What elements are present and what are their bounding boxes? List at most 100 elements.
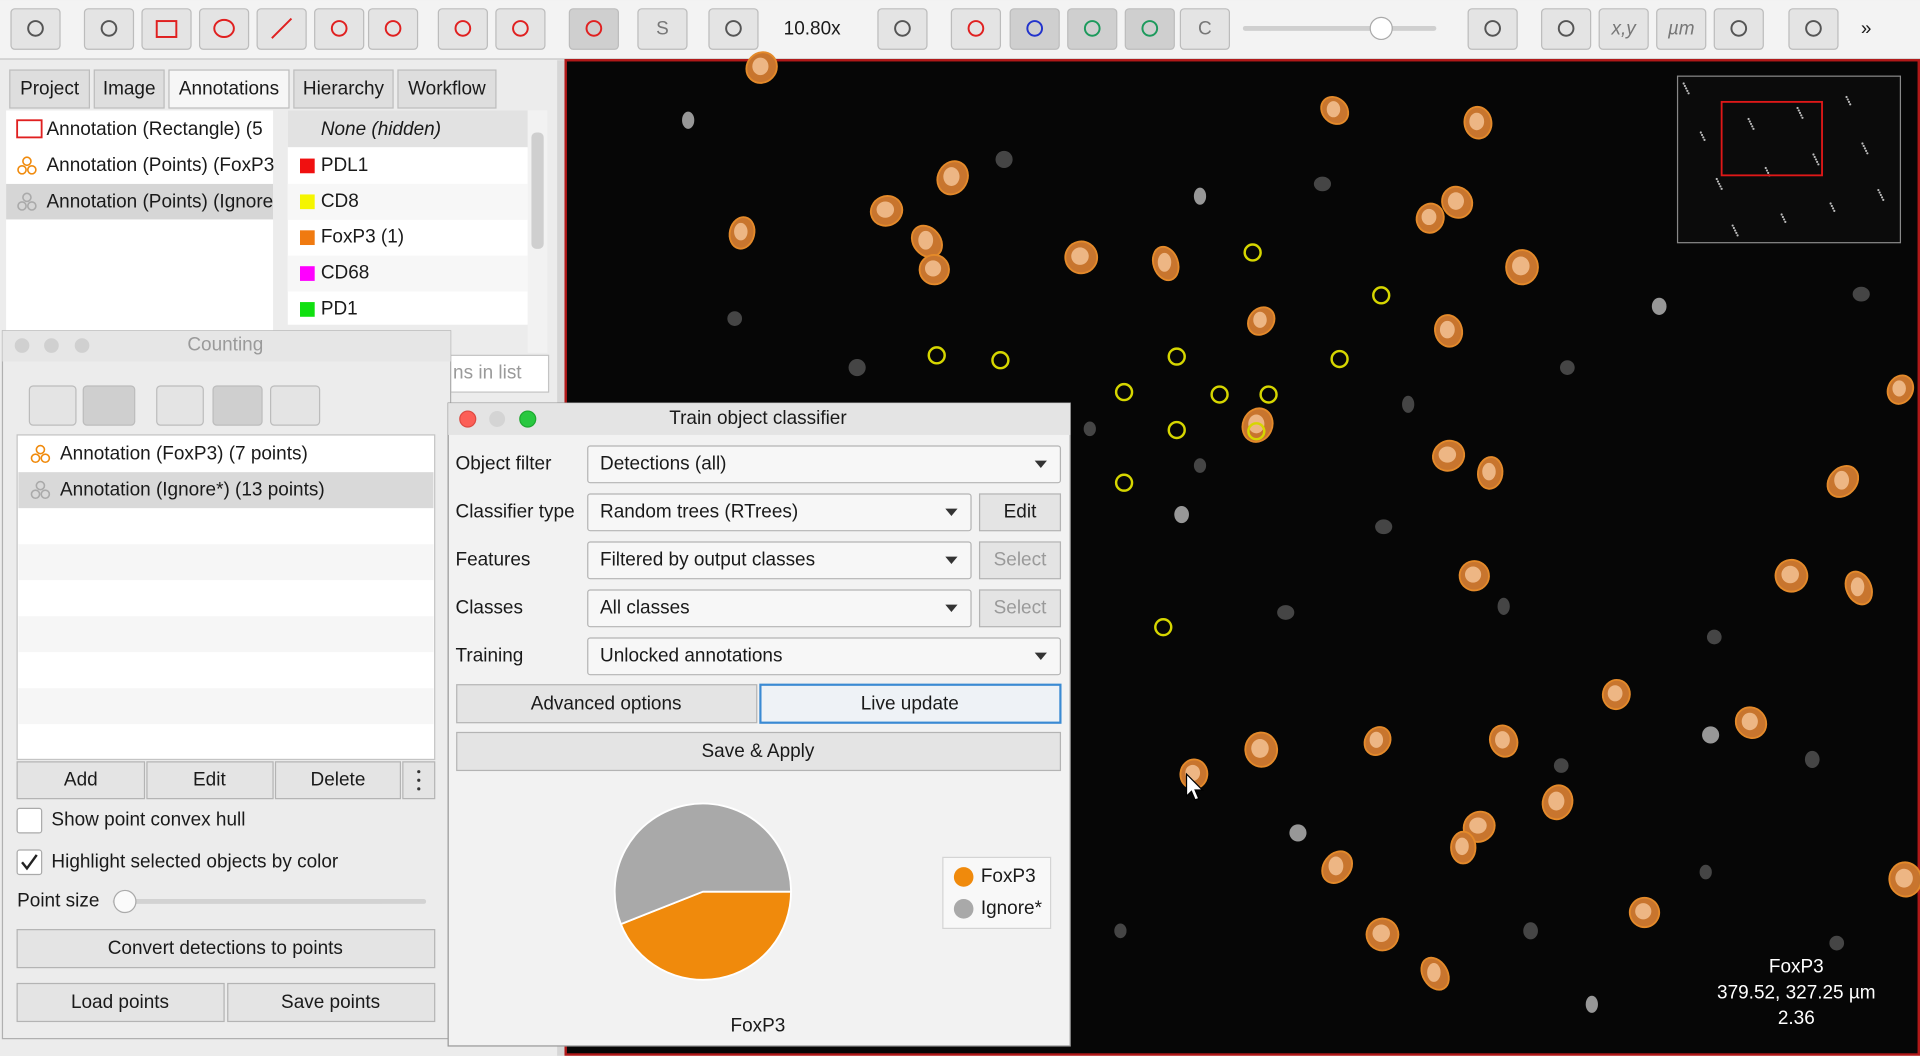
row-button[interactable] [978, 589, 1062, 628]
tool-button[interactable] [1467, 8, 1518, 50]
save-apply-button[interactable] [456, 731, 1062, 772]
slider-thumb[interactable] [1369, 16, 1393, 41]
combo-box[interactable] [587, 541, 972, 580]
nucleus [1651, 297, 1667, 315]
cell-core [943, 167, 960, 186]
convert-button[interactable] [16, 929, 436, 969]
tool-button[interactable] [495, 8, 546, 50]
tab[interactable] [9, 69, 90, 109]
scrollbar-thumb[interactable] [531, 132, 544, 249]
highlight-checkbox[interactable] [16, 849, 43, 876]
row-button[interactable] [978, 493, 1062, 532]
tool-button[interactable] [141, 8, 192, 50]
overview-dot [1863, 147, 1866, 150]
combo-box[interactable] [587, 589, 972, 628]
combo-box[interactable] [587, 493, 972, 532]
overview-dot [1833, 209, 1836, 212]
tool-button[interactable] [367, 8, 419, 50]
filter-field[interactable] [450, 354, 550, 393]
tool-button[interactable] [10, 8, 61, 50]
zoom-button[interactable] [74, 338, 90, 353]
class-name[interactable]: CD68 [321, 263, 370, 284]
tool-button[interactable] [83, 8, 135, 50]
overflow-icon[interactable]: » [1861, 19, 1872, 40]
combo-value: Filtered by output classes [600, 549, 815, 570]
tool-button[interactable] [314, 8, 365, 50]
opacity-slider[interactable] [1242, 25, 1437, 31]
combo-box[interactable] [587, 445, 1062, 484]
tool-button[interactable] [437, 8, 488, 50]
tool-button[interactable] [950, 8, 1002, 50]
tab[interactable] [293, 69, 394, 109]
overview-dot [1751, 125, 1754, 128]
add-button[interactable] [16, 761, 146, 800]
tab[interactable] [168, 69, 290, 109]
counting-toolbar [28, 385, 321, 426]
minimize-button[interactable] [489, 411, 506, 427]
tool-button[interactable] [1788, 8, 1839, 50]
class-rows: None (hidden) PDL1 CD8 FoxP3 (1) CD68 PD1 [287, 119, 528, 319]
tool-button[interactable] [270, 385, 321, 426]
tool-button[interactable] [1067, 8, 1118, 50]
overview-dot [1798, 111, 1802, 114]
class-swatch [300, 194, 315, 210]
cell-core [1455, 837, 1469, 856]
class-name[interactable]: PD1 [321, 298, 358, 319]
class-name[interactable]: None (hidden) [321, 119, 441, 140]
advanced-button[interactable] [456, 684, 758, 724]
point-size-slider[interactable] [112, 899, 427, 904]
class-name[interactable]: CD8 [321, 191, 359, 212]
live-update-button[interactable] [759, 683, 1062, 724]
tool-button[interactable] [637, 8, 688, 50]
tab-label: Annotations [179, 79, 279, 100]
tool-button[interactable] [1713, 8, 1764, 50]
hull-label: Show point convex hull [51, 810, 245, 831]
tool-button[interactable] [1656, 8, 1707, 50]
row-label: Training [456, 645, 524, 666]
delete-button[interactable] [274, 761, 402, 800]
load-button[interactable] [16, 982, 225, 1023]
class-name[interactable]: FoxP3 (1) [321, 227, 404, 248]
legend-swatch [953, 867, 974, 887]
tool-button[interactable] [212, 385, 263, 426]
points-annotation[interactable]: Annotation (Ignore*) (13 points) [60, 480, 325, 501]
overview-dot [1719, 185, 1722, 188]
combo-arrow [1034, 460, 1047, 468]
row-button[interactable] [978, 541, 1062, 580]
overview-dot [1797, 109, 1800, 112]
overview[interactable] [1676, 75, 1902, 244]
tool-button[interactable] [1179, 8, 1230, 50]
combo-box[interactable] [587, 637, 1062, 676]
zoom-button[interactable] [519, 410, 537, 428]
tool-button[interactable] [1009, 8, 1060, 50]
tool-button[interactable] [156, 385, 204, 426]
close-button[interactable] [14, 338, 30, 353]
tool-button[interactable] [1124, 8, 1175, 50]
save-button[interactable] [227, 982, 436, 1023]
class-name[interactable]: PDL1 [321, 155, 368, 176]
hull-checkbox[interactable] [16, 807, 43, 834]
overview-dot [1703, 138, 1706, 141]
slider-thumb[interactable] [113, 889, 137, 914]
overview-dot [1718, 182, 1721, 186]
tab[interactable] [397, 69, 497, 109]
close-button[interactable] [459, 410, 477, 428]
tool-button[interactable] [708, 8, 759, 50]
ignore-point [1167, 347, 1186, 366]
minimize-button[interactable] [44, 338, 59, 353]
tool-button[interactable] [28, 385, 77, 426]
cell-core [1834, 470, 1850, 490]
tool-label: x,y [1611, 19, 1638, 40]
points-annotation[interactable]: Annotation (FoxP3) (7 points) [60, 444, 308, 465]
tool-button[interactable] [82, 385, 136, 426]
tool-button[interactable] [877, 8, 928, 50]
tool-button[interactable] [568, 8, 619, 50]
overview-dot [1735, 231, 1738, 235]
ignore-point [991, 351, 1010, 370]
edit-button[interactable] [146, 761, 274, 800]
tab[interactable] [93, 69, 165, 109]
tool-button[interactable] [1541, 8, 1592, 50]
tool-button[interactable] [198, 8, 250, 50]
viewer-value: 2.36 [1778, 1008, 1815, 1029]
tool-button[interactable] [1598, 8, 1649, 50]
